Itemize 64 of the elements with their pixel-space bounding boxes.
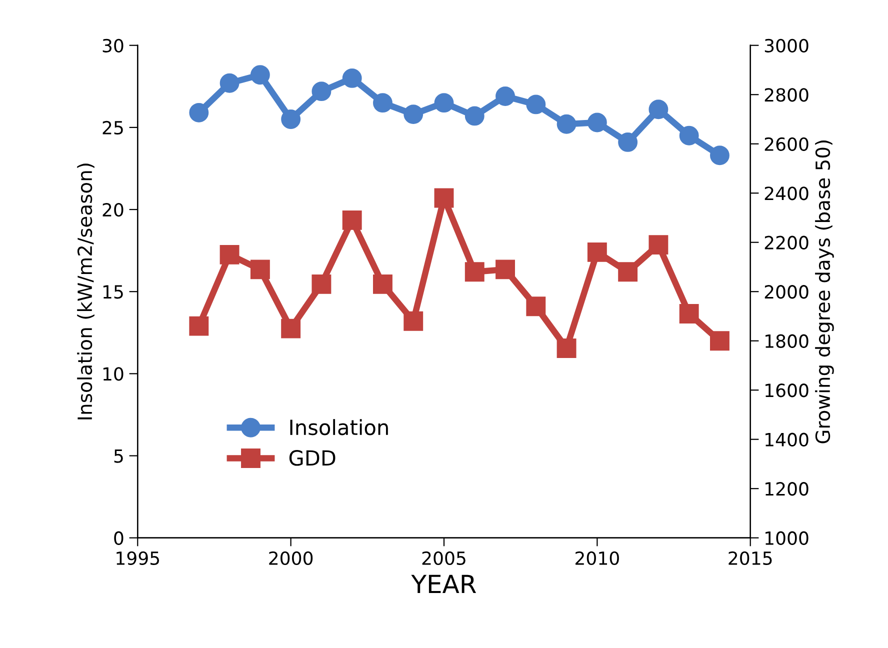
x-tick-label: 2010 — [576, 551, 619, 566]
y2-tick-label: 2200 — [764, 236, 808, 250]
point — [587, 242, 607, 262]
y-tick-label: 10 — [103, 367, 124, 381]
y2-tick-label: 1600 — [766, 384, 808, 398]
y-tick-label: 15 — [103, 285, 123, 299]
y-tick-label: 5 — [114, 449, 123, 463]
point — [342, 210, 362, 230]
point — [373, 274, 392, 294]
x-tick-label: 2015 — [728, 551, 772, 566]
point — [556, 114, 576, 134]
point — [679, 126, 699, 146]
y2-tick-label: 1800 — [766, 334, 808, 348]
y2-tick-label: 2000 — [764, 285, 808, 299]
point — [618, 262, 638, 282]
point — [373, 93, 392, 113]
y-tick-label: 20 — [102, 202, 124, 217]
y2-tick-label: 1000 — [766, 531, 808, 545]
y2-tick-label: 3000 — [764, 38, 808, 52]
point — [250, 260, 270, 280]
point — [189, 316, 209, 336]
point — [189, 102, 209, 122]
point — [281, 318, 301, 338]
x-tick-label: 1995 — [116, 551, 160, 566]
point — [710, 331, 730, 351]
y-tick-label: 25 — [102, 120, 123, 135]
y-axis-title: Insolation (kW/m2/season) — [77, 164, 94, 420]
point — [464, 106, 484, 126]
point — [587, 112, 607, 132]
point — [434, 93, 454, 113]
y-tick-label: 0 — [114, 531, 124, 545]
point — [648, 235, 668, 255]
y-tick-label: 30 — [102, 38, 124, 52]
point — [342, 68, 362, 88]
y2-tick-label: 1200 — [766, 482, 808, 496]
point — [496, 86, 515, 106]
point — [281, 110, 301, 129]
point — [404, 104, 424, 124]
point — [220, 244, 240, 264]
point — [220, 73, 240, 93]
x-tick-label: 2000 — [269, 551, 313, 566]
point — [404, 311, 424, 331]
point — [648, 100, 668, 120]
point — [679, 304, 699, 324]
point — [250, 65, 270, 85]
point — [556, 338, 576, 358]
y2-axis-title: Growing degree days (base 50) — [815, 140, 834, 444]
point — [496, 260, 515, 280]
y2-tick-label: 1400 — [766, 432, 808, 446]
point — [434, 188, 454, 208]
point — [464, 262, 484, 282]
point — [312, 82, 332, 102]
point — [312, 274, 332, 294]
y2-tick-label: 2400 — [764, 186, 808, 200]
y2-tick-label: 2800 — [764, 88, 808, 102]
legend-label: Insolation — [290, 419, 388, 436]
point — [526, 296, 546, 316]
point — [710, 146, 730, 166]
point — [526, 94, 546, 114]
y2-tick-label: 2600 — [764, 137, 808, 151]
legend-label: GDD — [289, 450, 336, 466]
point — [618, 132, 638, 152]
x-axis-title: YEAR — [411, 574, 476, 594]
x-tick-label: 2005 — [422, 551, 466, 566]
